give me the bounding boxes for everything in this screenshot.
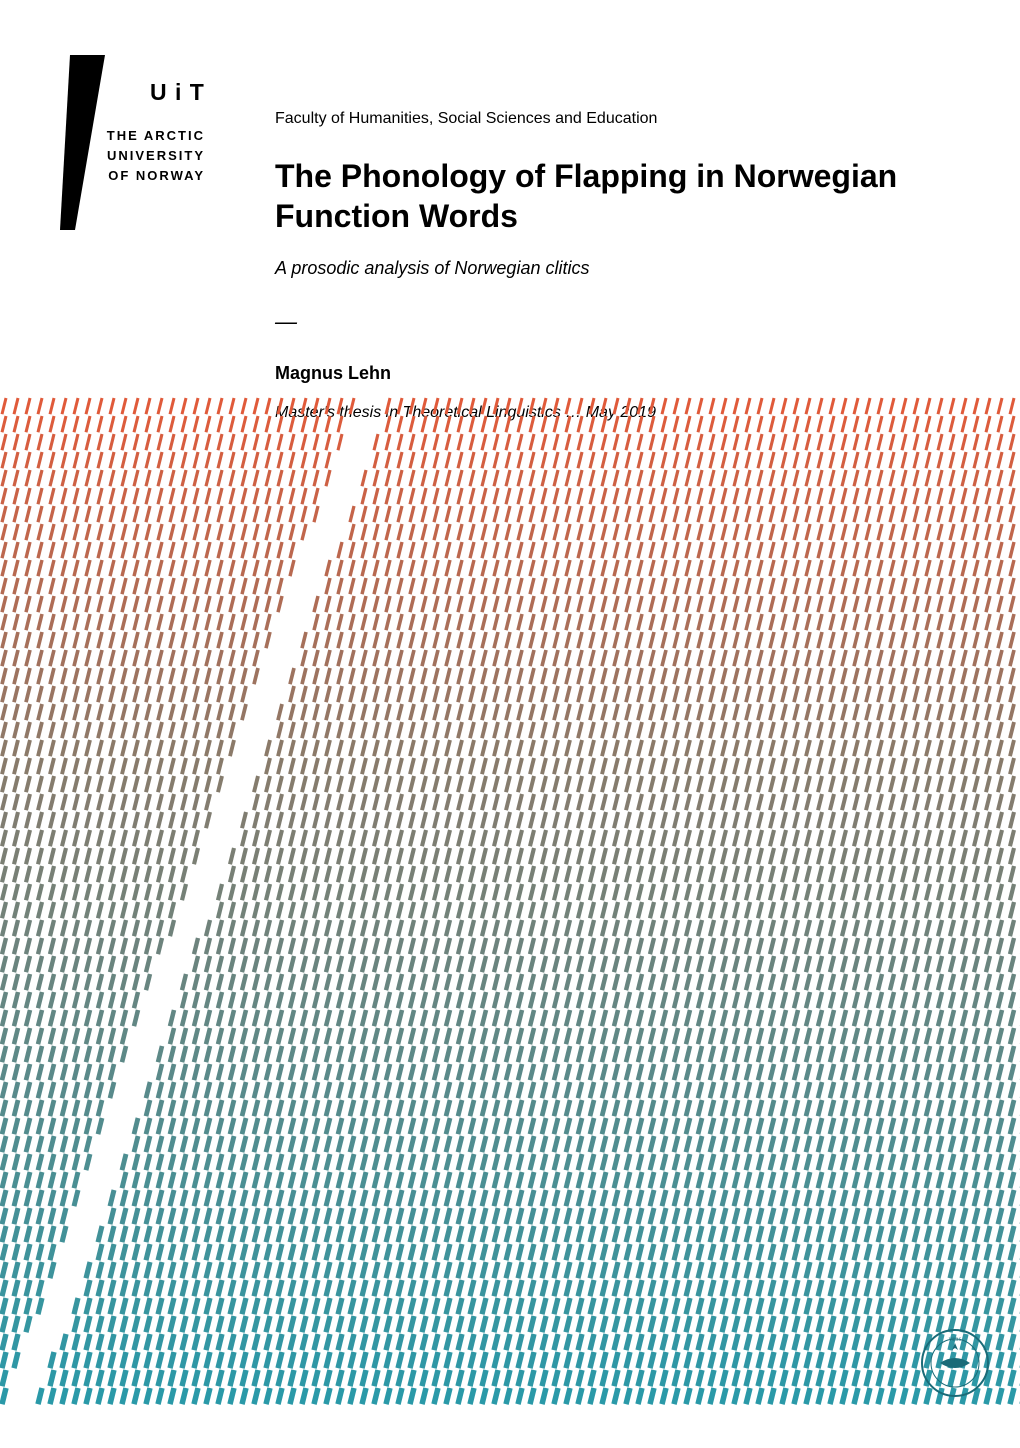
title-block: Faculty of Humanities, Social Sciences a… — [275, 110, 960, 422]
decorative-pattern — [0, 390, 1020, 1443]
university-seal-icon: VERS — [920, 1328, 990, 1398]
university-logo: U i T THE ARCTIC UNIVERSITY OF NORWAY — [60, 55, 210, 230]
logo-uit: U i T — [150, 79, 205, 105]
logo-line3: OF NORWAY — [108, 168, 205, 183]
svg-text:VERS: VERS — [949, 1338, 962, 1343]
author-name: Magnus Lehn — [275, 363, 960, 384]
separator-dash: — — [275, 309, 960, 335]
faculty-name: Faculty of Humanities, Social Sciences a… — [275, 110, 960, 128]
thesis-subtitle: A prosodic analysis of Norwegian clitics — [275, 258, 960, 279]
logo-line2: UNIVERSITY — [107, 148, 205, 163]
logo-line1: THE ARCTIC — [107, 128, 205, 143]
thesis-title: The Phonology of Flapping in Norwegian F… — [275, 156, 960, 236]
